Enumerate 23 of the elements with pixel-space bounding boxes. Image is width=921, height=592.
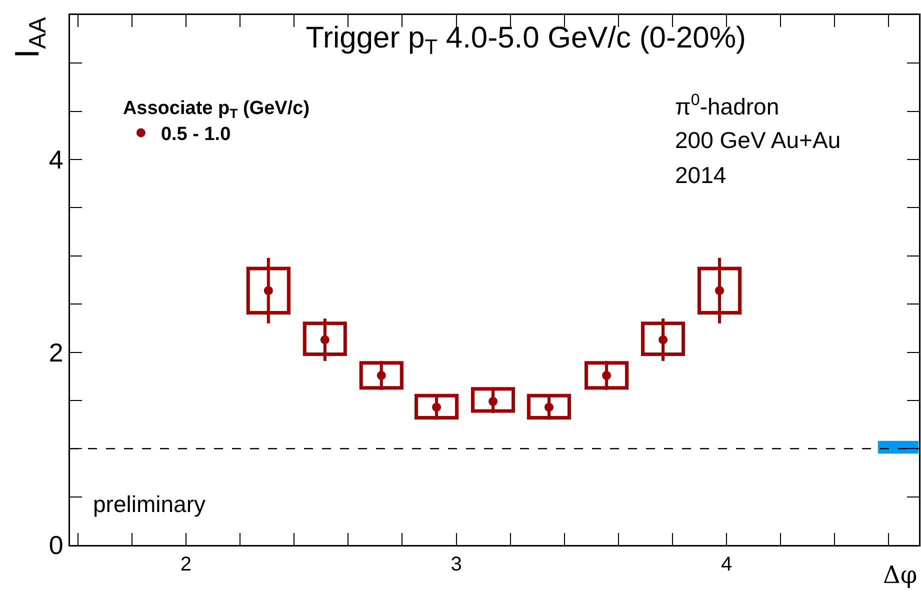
y-tick-label: 2 [48,337,64,368]
y-tick-label: 0 [48,530,64,560]
point [432,402,442,412]
point [544,402,554,412]
legend-label: 0.5 - 1.0 [160,124,231,146]
chart-title: Trigger p$_{T}$ 4.0-5.0 GeV/c (0-20%) [306,22,746,59]
legend-title: Associate p$_{T}$ (GeV/c) [122,98,310,121]
point [264,286,273,296]
annotation: π$^{0}$-hadron [675,91,780,120]
annotation: 2014 [675,162,726,188]
y-tick-label: 4 [48,144,64,175]
point [488,396,498,406]
x-axis-title: Δφ [883,561,918,589]
annotation: preliminary [93,491,206,517]
x-tick-label: 2 [180,554,192,576]
point [715,286,724,296]
x-tick-label: 4 [720,554,732,576]
point [376,370,386,380]
x-tick-label: 3 [450,554,462,576]
point [658,335,668,344]
annotation: 200 GeV Au+Au [675,127,841,153]
point [602,370,612,380]
point [320,335,330,344]
